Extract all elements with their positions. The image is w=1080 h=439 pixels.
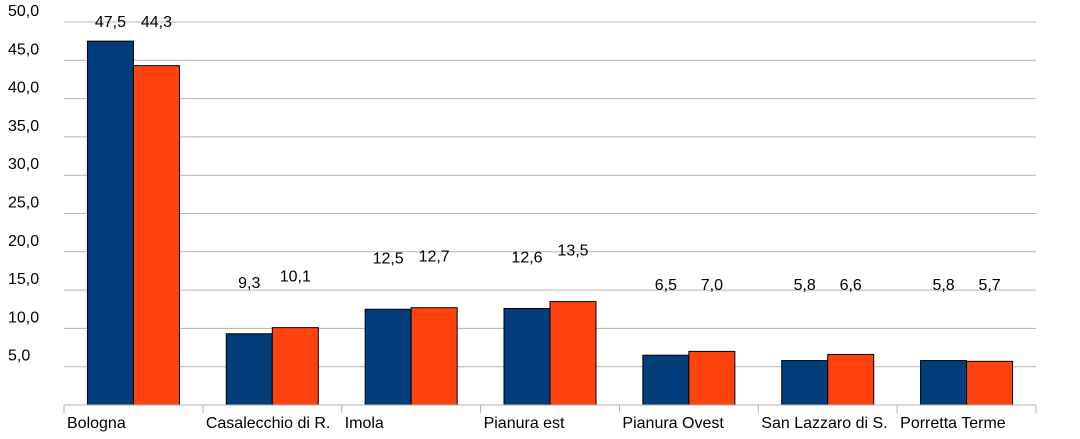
grid-lines	[64, 21, 1036, 368]
y-tick-label: 5,0	[8, 348, 30, 365]
x-tick-label: Pianura Ovest	[622, 415, 724, 432]
x-tick-label: Pianura est	[484, 415, 565, 432]
bar	[781, 360, 829, 406]
bar	[688, 350, 736, 406]
data-label: 47,5	[95, 14, 126, 31]
y-tick-label: 25,0	[8, 195, 39, 212]
bar	[642, 354, 690, 406]
x-tick-label: San Lazzaro di S.	[761, 415, 887, 432]
x-tick-label: Casalecchio di R.	[206, 415, 331, 432]
bar	[966, 360, 1014, 406]
bar	[132, 65, 180, 406]
y-tick-label: 15,0	[8, 271, 39, 288]
bar	[271, 327, 319, 406]
bar	[549, 301, 597, 406]
data-label: 10,1	[280, 269, 311, 286]
x-axis	[63, 404, 1037, 413]
bar	[920, 360, 968, 406]
bar	[410, 307, 458, 406]
data-label: 6,5	[655, 277, 677, 294]
data-label: 12,7	[419, 249, 450, 266]
data-label: 7,0	[701, 277, 723, 294]
data-label: 5,7	[978, 277, 1000, 294]
data-label: 6,6	[840, 277, 862, 294]
bars	[86, 40, 1014, 406]
x-tick-label: Porretta Terme	[900, 415, 1006, 432]
bar	[225, 333, 273, 406]
x-tick-label: Bologna	[67, 415, 126, 432]
bar	[86, 40, 134, 406]
data-label: 9,3	[238, 275, 260, 292]
x-axis-tick-labels: Bologna Casalecchio di R. Imola Pianura est…	[67, 415, 1006, 432]
y-tick-label: 50,0	[8, 3, 39, 20]
y-tick-label: 35,0	[8, 118, 39, 135]
x-tick-label: Imola	[345, 415, 384, 432]
y-tick-label: 30,0	[8, 156, 39, 173]
data-label: 5,8	[932, 277, 954, 294]
bar	[503, 307, 551, 406]
data-label: 12,6	[511, 249, 542, 266]
data-label: 44,3	[141, 14, 172, 31]
data-label: 12,5	[373, 250, 404, 267]
y-tick-label: 45,0	[8, 41, 39, 58]
data-label: 5,8	[794, 277, 816, 294]
data-label: 13,5	[557, 243, 588, 260]
y-tick-label: 10,0	[8, 309, 39, 326]
bar	[827, 353, 875, 406]
y-axis-tick-labels: 5,0 10,0 15,0 20,0 25,0 30,0 35,0 40,0 45,0 50,0	[8, 3, 39, 365]
data-labels: 47,5 44,3 9,3 10,1 12,5 12,7 12,6 13,5 6,5 7,0 5,8…	[95, 14, 1001, 294]
y-tick-label: 40,0	[8, 80, 39, 97]
y-tick-label: 20,0	[8, 233, 39, 250]
bar	[364, 308, 412, 406]
